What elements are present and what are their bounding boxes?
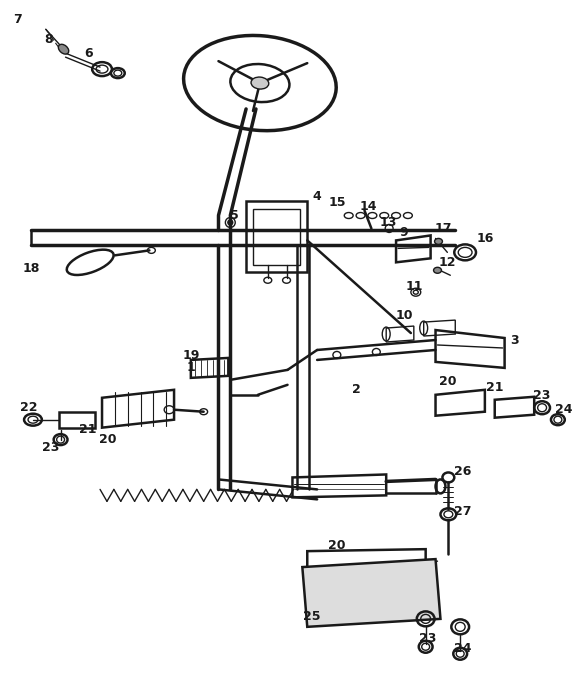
Text: 9: 9: [400, 226, 408, 239]
Text: 18: 18: [22, 262, 40, 275]
Text: 12: 12: [439, 256, 456, 269]
Text: 17: 17: [435, 222, 452, 235]
Text: 26: 26: [454, 465, 472, 478]
Text: 20: 20: [99, 433, 117, 446]
Text: 15: 15: [328, 196, 346, 209]
Polygon shape: [302, 559, 440, 627]
Ellipse shape: [435, 239, 442, 244]
Text: 13: 13: [380, 216, 397, 229]
Text: 23: 23: [42, 441, 59, 454]
Text: 22: 22: [20, 402, 38, 415]
Text: 25: 25: [304, 610, 321, 623]
Text: 23: 23: [534, 389, 551, 402]
Text: 3: 3: [510, 334, 519, 347]
Ellipse shape: [251, 77, 269, 89]
Text: 4: 4: [313, 190, 321, 203]
Ellipse shape: [58, 44, 69, 54]
Text: 21: 21: [486, 381, 504, 394]
Text: 7: 7: [13, 13, 21, 26]
Text: 8: 8: [44, 33, 53, 46]
Text: 20: 20: [439, 376, 456, 389]
Ellipse shape: [228, 220, 233, 225]
Ellipse shape: [434, 267, 442, 274]
Text: 14: 14: [360, 200, 377, 213]
Text: 5: 5: [230, 209, 239, 222]
Text: 20: 20: [328, 539, 346, 552]
Text: 24: 24: [454, 642, 472, 655]
Text: 16: 16: [476, 232, 493, 245]
Text: 10: 10: [395, 308, 413, 321]
Text: 27: 27: [454, 505, 472, 518]
Text: 6: 6: [84, 47, 93, 60]
Text: 2: 2: [352, 383, 361, 396]
Text: 11: 11: [405, 280, 423, 293]
Text: 1: 1: [186, 361, 195, 374]
Text: 19: 19: [182, 350, 200, 363]
Text: 24: 24: [555, 404, 573, 417]
Text: 23: 23: [419, 632, 436, 645]
Text: 21: 21: [79, 423, 97, 436]
